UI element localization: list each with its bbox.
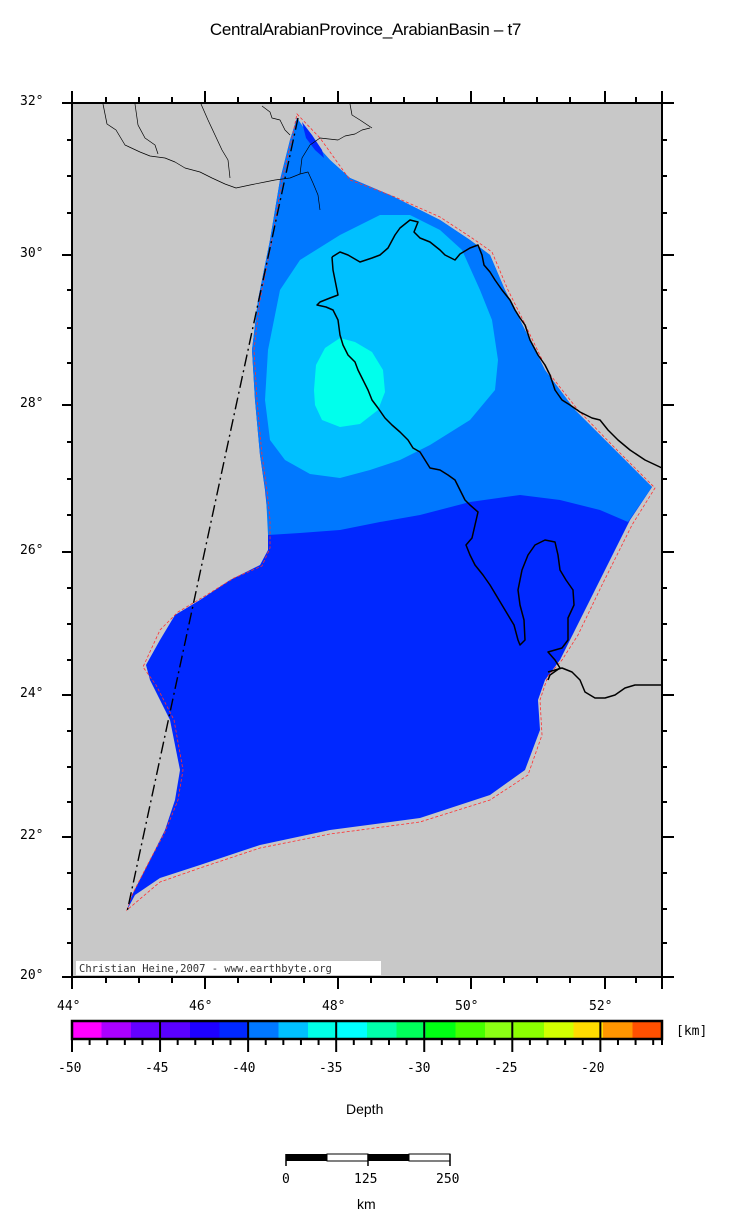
scale-bar xyxy=(285,1153,451,1166)
lat-label-30: 30° xyxy=(20,246,44,261)
coastlines xyxy=(102,103,663,699)
colorbar-unit: [km] xyxy=(676,1024,708,1039)
colorbar-tick-label: -40 xyxy=(232,1061,256,1076)
lat-ticks xyxy=(62,102,674,978)
lat-label-22: 22° xyxy=(20,828,44,843)
credit-box xyxy=(76,961,381,975)
map-frame xyxy=(71,102,663,978)
colorbar-tick-label: -25 xyxy=(494,1061,518,1076)
colorbar-segment xyxy=(190,1021,220,1039)
colorbar-ticks xyxy=(71,1021,663,1052)
colorbar-segment xyxy=(455,1021,486,1039)
colorbar-tick-label: -20 xyxy=(581,1061,605,1076)
colorbar-segment xyxy=(426,1021,456,1039)
lon-label-48: 48° xyxy=(322,999,346,1014)
colorbar-segment xyxy=(72,1021,102,1039)
scale-label-125: 125 xyxy=(354,1172,378,1187)
map-title: CentralArabianProvince_ArabianBasin – t7 xyxy=(209,20,522,39)
lon-ticks xyxy=(71,91,663,989)
province-outline xyxy=(126,113,656,912)
depth-grid xyxy=(127,118,652,910)
depth-zone-shallowest xyxy=(314,338,385,427)
colorbar-segment xyxy=(573,1021,604,1039)
colorbar-tick-label: -45 xyxy=(145,1061,169,1076)
credit-text: Christian Heine,2007 - www.earthbyte.org xyxy=(79,963,332,975)
colorbar-segment xyxy=(131,1021,161,1039)
lat-label-26: 26° xyxy=(20,543,44,558)
lat-label-28: 28° xyxy=(20,396,44,411)
colorbar-segment xyxy=(249,1021,279,1039)
lat-label-32: 32° xyxy=(20,94,44,109)
colorbar-segment xyxy=(101,1021,132,1039)
lat-label-24: 24° xyxy=(20,686,44,701)
colorbar-tick-label: -30 xyxy=(407,1061,431,1076)
colorbar-segment xyxy=(367,1021,397,1039)
lon-label-50: 50° xyxy=(455,999,479,1014)
lon-label-52: 52° xyxy=(589,999,613,1014)
colorbar-segment xyxy=(308,1021,338,1039)
colorbar-title: Depth xyxy=(346,1101,384,1117)
scale-label-0: 0 xyxy=(282,1172,290,1187)
dash-dot-line xyxy=(126,117,299,913)
colorbar-segment xyxy=(485,1021,515,1039)
colorbar-segment xyxy=(544,1021,574,1039)
colorbar-segment xyxy=(603,1021,633,1039)
colorbar-segment xyxy=(337,1021,368,1039)
colorbar-segment xyxy=(514,1021,545,1039)
colorbar-segment xyxy=(632,1021,663,1039)
lat-label-20: 20° xyxy=(20,968,44,983)
colorbar-segment xyxy=(396,1021,427,1039)
colorbar-segment xyxy=(278,1021,309,1039)
depth-zone-deep-tip xyxy=(302,122,324,158)
scale-label-250: 250 xyxy=(436,1172,460,1187)
lon-label-46: 46° xyxy=(189,999,213,1014)
lon-label-44: 44° xyxy=(57,999,81,1014)
colorbar-segment xyxy=(219,1021,250,1039)
scale-unit: km xyxy=(357,1196,376,1212)
colorbar-tick-label: -50 xyxy=(58,1061,82,1076)
colorbar xyxy=(72,1021,663,1039)
colorbar-tick-label: -35 xyxy=(319,1061,343,1076)
colorbar-segment xyxy=(160,1021,191,1039)
